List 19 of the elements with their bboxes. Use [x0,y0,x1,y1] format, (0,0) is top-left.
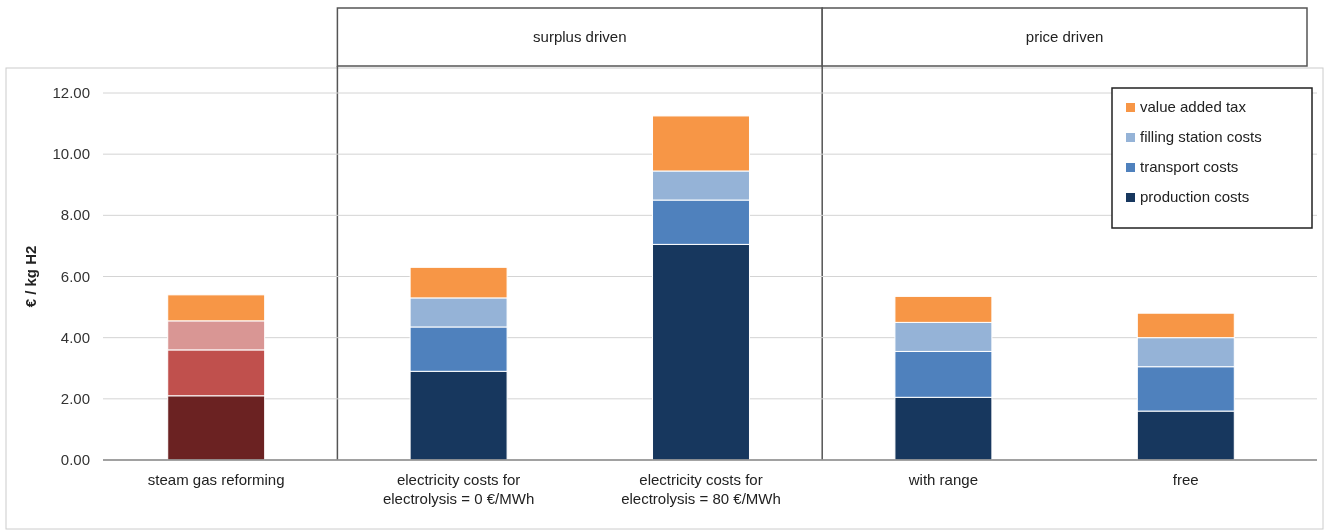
y-tick-label: 12.00 [52,84,90,101]
legend-label: production costs [1140,188,1250,205]
legend-label: transport costs [1140,158,1239,175]
x-tick-label: electricity costs for electrolysis = 0 €/MWh [382,471,535,507]
y-axis-title: € / kg H2 [22,245,39,308]
text: surplus driven [533,28,627,45]
x-tick-label: steam gas reforming [147,471,285,488]
y-tick-label: 4.00 [60,328,90,346]
text: price driven [1025,28,1104,45]
legend-label: filling station costs [1140,128,1262,145]
y-tick-label: 0.00 [60,451,90,468]
legend-label: value added tax [1140,98,1247,115]
y-tick-label: 10.00 [52,145,90,163]
x-tick-label: electricity costs for electrolysis = 80 €/MWh [621,471,781,507]
y-tick-label: 6.00 [60,267,90,285]
y-tick-label: 8.00 [60,206,90,224]
y-tick-label: 2.00 [60,389,90,407]
x-tick-label: with range [907,471,979,488]
x-tick-label: free [1172,471,1199,488]
